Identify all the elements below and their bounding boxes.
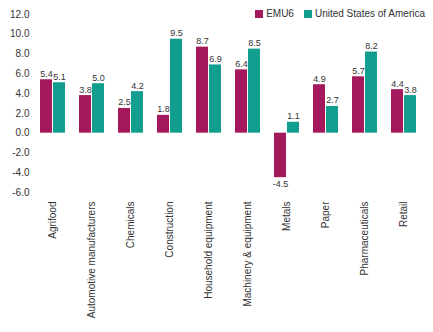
svg-text:4.0: 4.0 [16, 88, 30, 99]
svg-text:4.4: 4.4 [391, 79, 404, 89]
svg-text:-4.0: -4.0 [12, 167, 30, 178]
svg-text:5.0: 5.0 [92, 73, 105, 83]
svg-text:8.2: 8.2 [365, 41, 378, 51]
svg-text:4.2: 4.2 [131, 81, 144, 91]
svg-text:0.0: 0.0 [16, 127, 30, 138]
svg-text:5.1: 5.1 [53, 72, 66, 82]
svg-text:3.8: 3.8 [404, 85, 417, 95]
svg-text:2.0: 2.0 [16, 108, 30, 119]
svg-text:1.8: 1.8 [157, 104, 170, 114]
svg-text:Automotive manufacturers: Automotive manufacturers [86, 202, 97, 319]
svg-text:Pharmaceuticals: Pharmaceuticals [359, 202, 370, 276]
svg-text:6.4: 6.4 [235, 59, 248, 69]
svg-text:2.5: 2.5 [118, 97, 131, 107]
svg-text:8.5: 8.5 [248, 38, 261, 48]
svg-text:3.8: 3.8 [79, 85, 92, 95]
html-text:United States of America: United States of America [314, 8, 425, 19]
svg-text:Paper: Paper [320, 201, 331, 228]
svg-text:9.5: 9.5 [170, 28, 183, 38]
svg-text:1.1: 1.1 [287, 111, 300, 121]
svg-text:8.7: 8.7 [196, 36, 209, 46]
svg-text:6.9: 6.9 [209, 54, 222, 64]
svg-text:2.7: 2.7 [326, 95, 339, 105]
svg-text:-6.0: -6.0 [12, 187, 30, 198]
svg-text:Chemicals: Chemicals [125, 202, 136, 249]
svg-text:12.0: 12.0 [10, 9, 30, 20]
svg-text:Agrifood: Agrifood [47, 202, 58, 239]
svg-text:Retail: Retail [398, 202, 409, 228]
svg-text:Construction: Construction [164, 202, 175, 258]
svg-text:Metals: Metals [281, 202, 292, 231]
svg-text:-4.5: -4.5 [273, 179, 289, 189]
svg-text:5.7: 5.7 [352, 66, 365, 76]
svg-text:Machinery & equipment: Machinery & equipment [242, 201, 253, 306]
svg-text:6.0: 6.0 [16, 68, 30, 79]
svg-text:5.4: 5.4 [40, 69, 53, 79]
svg-text:8.0: 8.0 [16, 48, 30, 59]
html-text:EMU6: EMU6 [266, 8, 294, 19]
svg-text:-2.0: -2.0 [12, 147, 30, 158]
svg-text:Household equipment: Household equipment [203, 201, 214, 299]
svg-text:10.0: 10.0 [10, 28, 30, 39]
svg-text:4.9: 4.9 [313, 74, 326, 84]
